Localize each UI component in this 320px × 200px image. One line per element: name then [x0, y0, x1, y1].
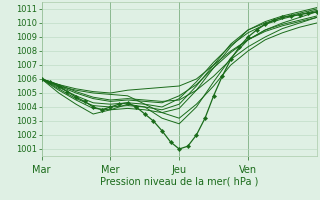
- X-axis label: Pression niveau de la mer( hPa ): Pression niveau de la mer( hPa ): [100, 176, 258, 186]
